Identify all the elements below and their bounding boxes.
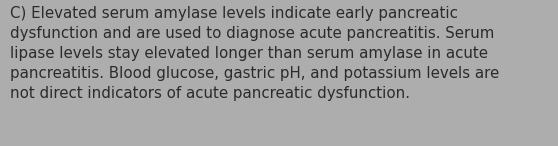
- Text: C) Elevated serum amylase levels indicate early pancreatic
dysfunction and are u: C) Elevated serum amylase levels indicat…: [10, 6, 499, 101]
